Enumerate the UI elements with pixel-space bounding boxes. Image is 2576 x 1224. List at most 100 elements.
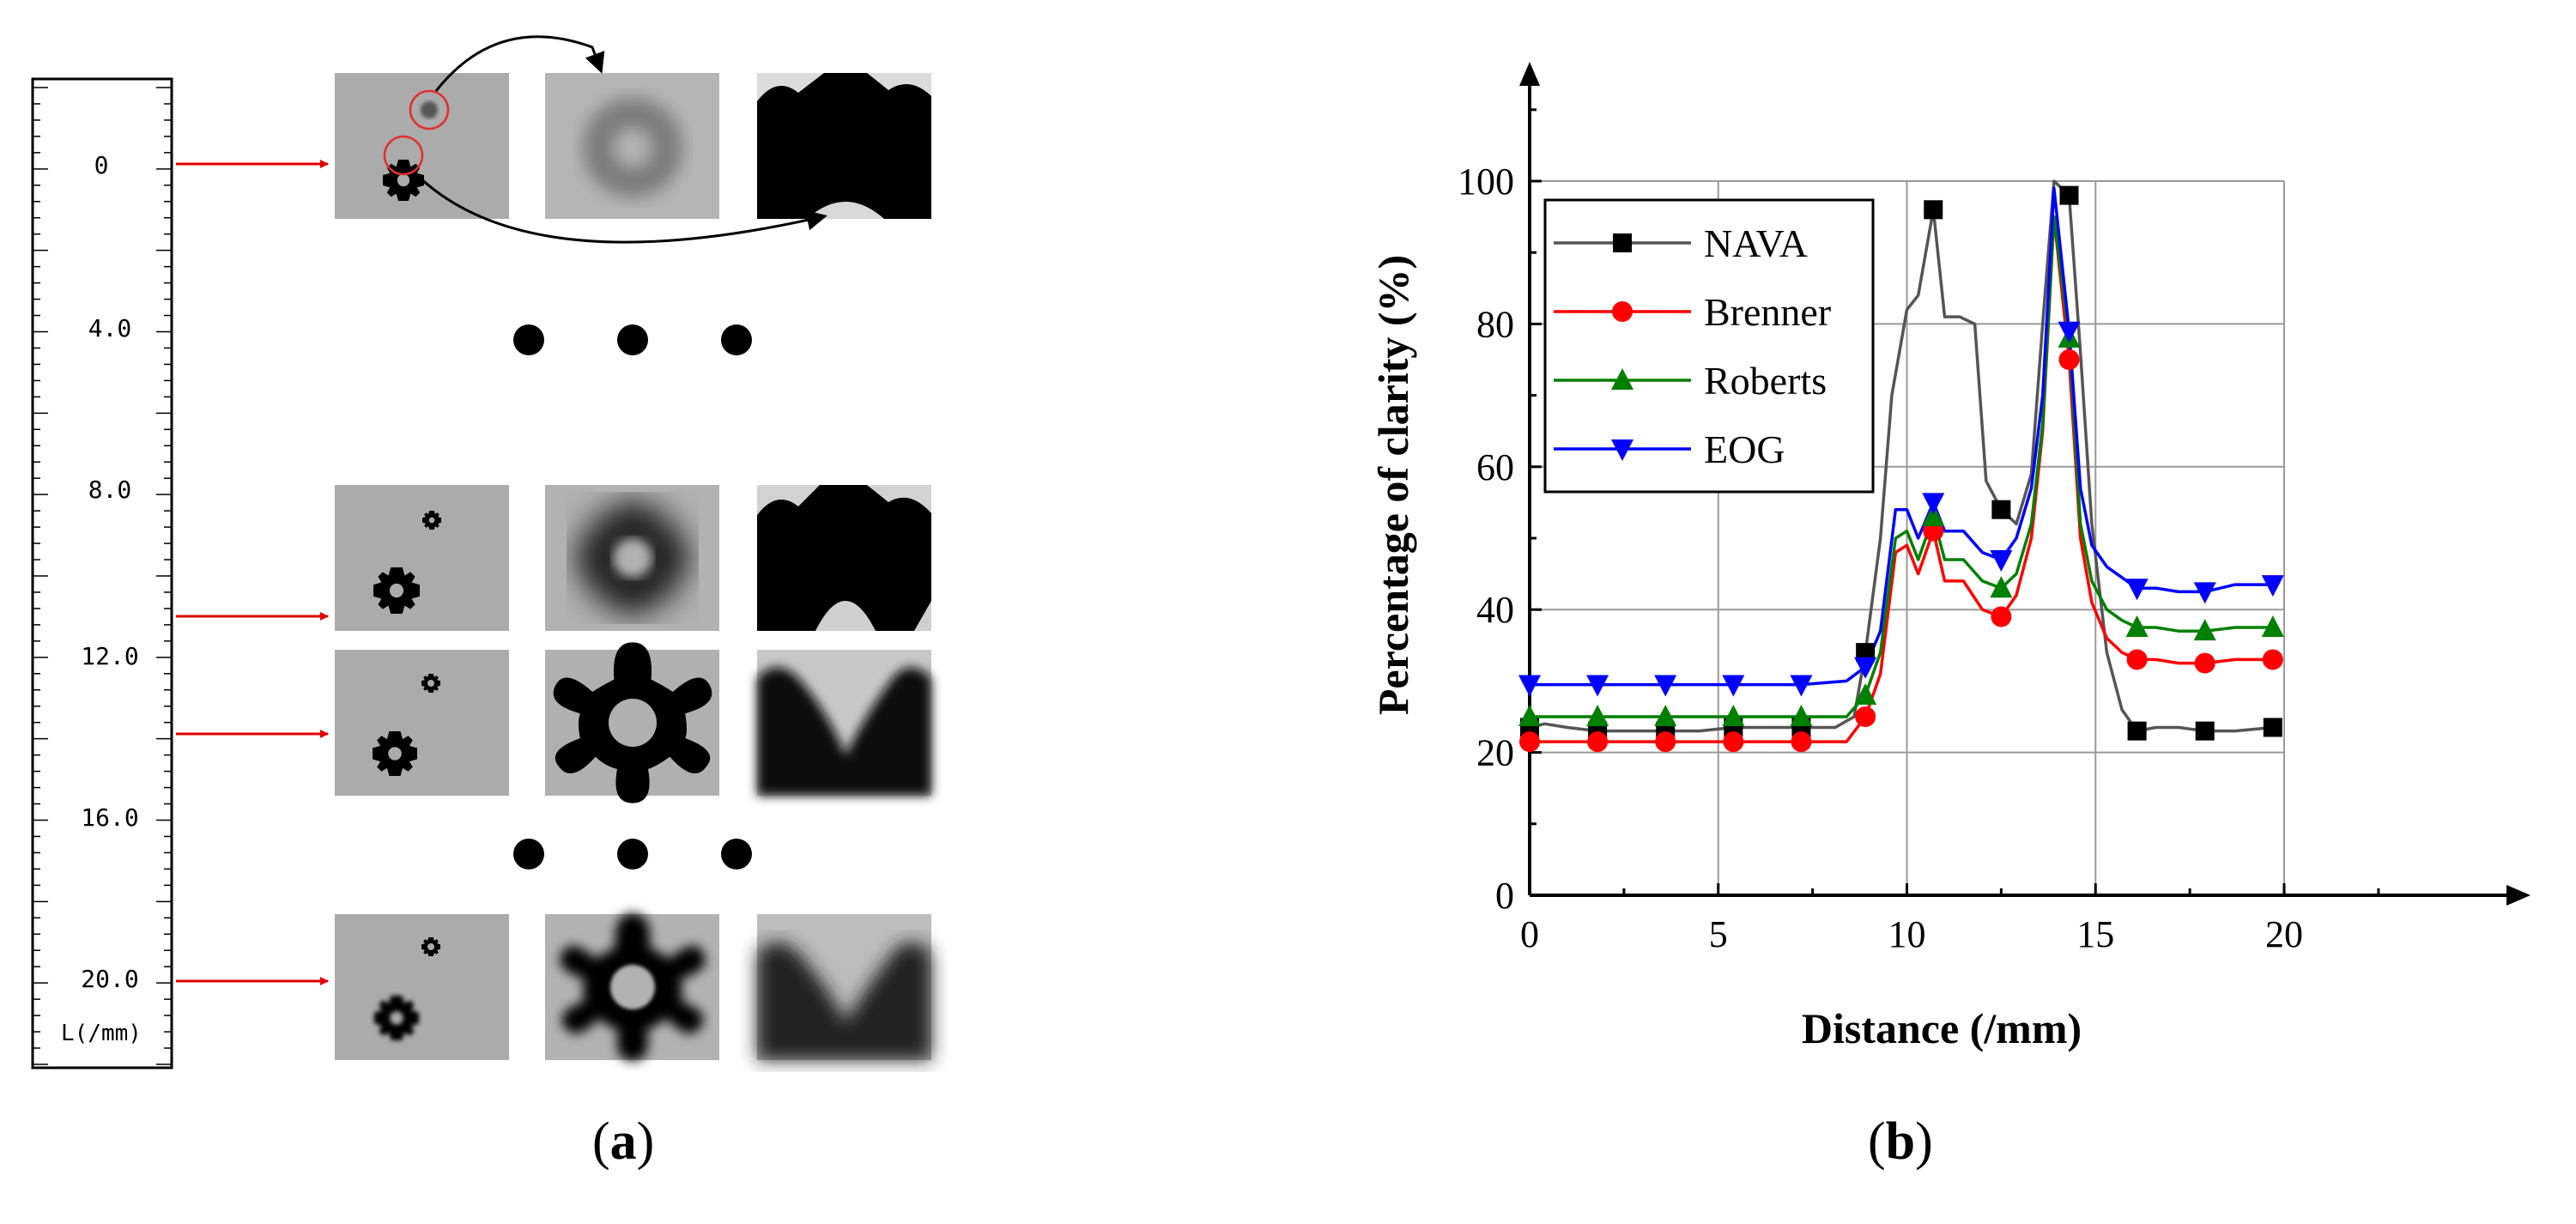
image-row-3 bbox=[335, 913, 931, 1061]
image-1-full-view bbox=[335, 485, 509, 631]
ruler-label-0: 0 bbox=[94, 151, 109, 179]
legend-label-nava: NAVA bbox=[1704, 221, 1808, 265]
chart-legend: NAVA Brenner Roberts EOG bbox=[1543, 198, 1875, 494]
data-point-nava bbox=[2127, 721, 2147, 741]
data-point-nava bbox=[2059, 185, 2079, 205]
data-point-roberts bbox=[1990, 576, 2013, 598]
ruler-unit-label: L(/mm) bbox=[61, 1021, 142, 1046]
ellipsis-dot bbox=[513, 839, 544, 870]
legend-marker-brenner bbox=[1612, 301, 1633, 322]
data-point-brenner bbox=[2058, 349, 2080, 370]
ellipsis-bottom bbox=[513, 839, 752, 870]
blurred-ring bbox=[583, 98, 682, 197]
data-point-eog bbox=[1990, 549, 2013, 572]
ruler-label-12: 12.0 bbox=[81, 642, 138, 670]
ellipsis-top bbox=[513, 324, 752, 355]
legend-marker-nava bbox=[1613, 233, 1632, 252]
caption-b-letter: b bbox=[1885, 1112, 1916, 1171]
ruler-ticks bbox=[33, 87, 172, 1065]
image-row-0 bbox=[335, 35, 931, 244]
data-point-nava bbox=[2263, 718, 2282, 737]
legend-label-roberts: Roberts bbox=[1704, 359, 1827, 403]
chart-tick-labels: 0 20 40 60 80 100 0 5 10 15 20 bbox=[1458, 161, 2303, 955]
image-row-1 bbox=[335, 485, 931, 631]
ruler-label-20: 20.0 bbox=[81, 965, 138, 993]
red-arrows bbox=[176, 160, 329, 985]
data-point-roberts bbox=[1586, 705, 1609, 726]
y-tick-label: 60 bbox=[1476, 446, 1514, 488]
data-point-roberts bbox=[2125, 615, 2149, 637]
curved-arrow-top bbox=[434, 35, 605, 92]
data-point-brenner bbox=[1723, 731, 1744, 753]
ellipsis-dot bbox=[721, 839, 752, 870]
curved-arrow-bottom bbox=[417, 175, 827, 244]
caption-a-letter: a bbox=[609, 1112, 637, 1171]
caption-b: (b) bbox=[1868, 1112, 1933, 1171]
red-circle-small-gear bbox=[409, 89, 450, 130]
x-tick-label: 15 bbox=[2076, 913, 2114, 955]
legend-marker-eog bbox=[1611, 439, 1633, 461]
y-axis-label: Percentage of clarity (%) bbox=[1369, 255, 1417, 715]
data-point-eog bbox=[2058, 321, 2081, 343]
ruler-frame bbox=[31, 77, 173, 1069]
data-point-nava bbox=[1991, 500, 2011, 519]
data-point-eog bbox=[1518, 675, 1541, 697]
data-point-roberts bbox=[1790, 705, 1813, 726]
legend-box bbox=[1543, 198, 1875, 494]
x-axis-label: Distance (/mm) bbox=[1802, 1004, 2082, 1052]
ruler-label-16: 16.0 bbox=[81, 803, 138, 832]
panel-b: 0 20 40 60 80 100 0 5 10 15 20 Distance (/mm) Perc… bbox=[1339, 0, 2576, 1224]
data-point-eog bbox=[1586, 675, 1609, 697]
gear-small-blurred bbox=[421, 101, 438, 118]
ellipsis-dot bbox=[721, 324, 752, 355]
y-tick-label: 80 bbox=[1476, 303, 1514, 345]
data-point-brenner bbox=[2194, 652, 2215, 674]
data-point-brenner bbox=[1855, 706, 1876, 727]
data-point-roberts bbox=[1654, 705, 1677, 726]
x-tick-label: 20 bbox=[2265, 913, 2303, 955]
data-point-brenner bbox=[1655, 731, 1676, 753]
data-point-brenner bbox=[1587, 731, 1609, 753]
panel-a-figure: 0 4.0 8.0 12.0 16.0 20.0 L(/mm) bbox=[31, 35, 931, 1069]
legend-label-brenner: Brenner bbox=[1704, 290, 1831, 334]
data-point-eog bbox=[2125, 579, 2149, 601]
y-tick-label: 100 bbox=[1458, 161, 1514, 203]
data-point-roberts bbox=[1722, 705, 1745, 726]
data-point-brenner bbox=[1791, 731, 1812, 753]
data-point-eog bbox=[1790, 675, 1813, 697]
y-tick-label: 40 bbox=[1476, 589, 1514, 631]
red-circle-large-gear bbox=[383, 135, 424, 176]
ellipsis-dot bbox=[513, 324, 544, 355]
caption-a: (a) bbox=[592, 1112, 655, 1171]
series-line-nava bbox=[1529, 179, 2273, 733]
ruler-label-8: 8.0 bbox=[88, 476, 132, 504]
legend-marker-roberts bbox=[1611, 368, 1633, 390]
ellipsis-dot bbox=[617, 839, 648, 870]
legend-label-eog: EOG bbox=[1704, 427, 1785, 471]
data-point-roberts bbox=[2261, 615, 2284, 637]
y-tick-label: 0 bbox=[1495, 875, 1514, 917]
data-point-roberts bbox=[1922, 505, 1945, 527]
panel-a: 0 4.0 8.0 12.0 16.0 20.0 L(/mm) bbox=[31, 35, 931, 1171]
data-point-eog bbox=[2193, 582, 2216, 604]
clarity-chart: 0 20 40 60 80 100 0 5 10 15 20 Distance (/mm) Perc… bbox=[1369, 62, 2531, 1052]
x-tick-label: 0 bbox=[1520, 913, 1539, 955]
chart-markers bbox=[1518, 185, 2284, 753]
data-point-eog bbox=[1922, 493, 1945, 515]
data-point-eog bbox=[1854, 657, 1877, 679]
data-point-nava bbox=[1856, 643, 1876, 663]
data-point-eog bbox=[2261, 575, 2284, 597]
ruler-label-4: 4.0 bbox=[88, 314, 132, 342]
data-point-eog bbox=[1722, 675, 1745, 697]
ruler: 0 4.0 8.0 12.0 16.0 20.0 L(/mm) bbox=[31, 77, 173, 1069]
data-point-nava bbox=[1924, 200, 1943, 220]
data-point-roberts bbox=[2193, 619, 2216, 641]
data-point-eog bbox=[1654, 675, 1677, 697]
x-tick-label: 10 bbox=[1888, 913, 1926, 955]
ellipsis-dot bbox=[617, 324, 648, 355]
x-tick-label: 5 bbox=[1709, 913, 1728, 955]
data-point-brenner bbox=[2126, 649, 2148, 670]
data-point-brenner bbox=[2262, 649, 2283, 670]
image-row-2 bbox=[335, 642, 931, 803]
data-point-brenner bbox=[1519, 731, 1540, 753]
